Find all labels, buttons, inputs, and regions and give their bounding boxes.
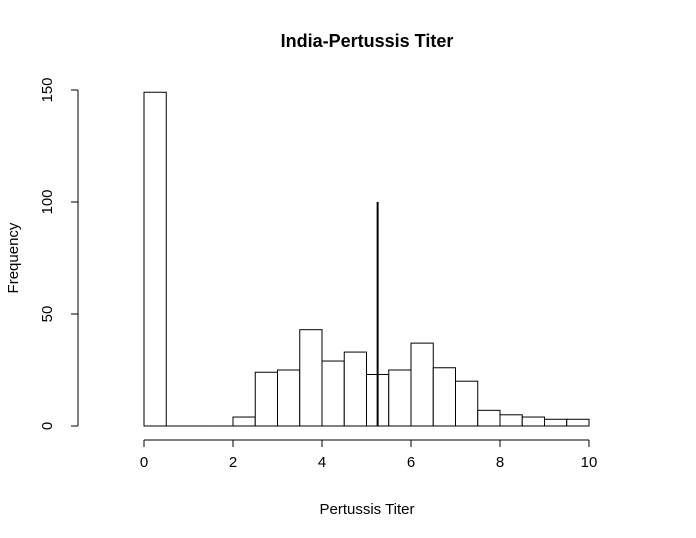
- x-tick-label-1: 2: [229, 454, 237, 471]
- x-axis-label: Pertussis Titer: [319, 501, 414, 518]
- x-tick-label-0: 0: [140, 454, 148, 471]
- histogram-bar-8: [321, 360, 345, 427]
- histogram-bar-17: [521, 416, 545, 427]
- x-tick-label-5: 10: [581, 454, 598, 471]
- histogram-bar-18: [544, 418, 568, 427]
- histogram-bar-4: [232, 416, 256, 427]
- histogram-bar-11: [388, 369, 412, 427]
- y-tick-label-3: 150: [39, 77, 56, 102]
- histogram-bar-6: [277, 369, 301, 427]
- y-axis: 0 50 100 150: [39, 77, 79, 430]
- histogram-bar-9: [343, 351, 367, 427]
- histogram-bar-15: [477, 409, 501, 427]
- histogram-bar-13: [432, 367, 456, 427]
- histogram-bar-19: [566, 418, 590, 427]
- y-tick-label-1: 50: [39, 306, 56, 323]
- x-axis: 0 2 4 6 8 10: [140, 439, 598, 471]
- histogram-bar-7: [299, 329, 323, 427]
- histogram-bar-5: [254, 371, 278, 427]
- x-tick-label-2: 4: [318, 454, 326, 471]
- histogram-bar-14: [455, 380, 479, 427]
- x-tick-label-4: 8: [496, 454, 504, 471]
- y-axis-label: Frequency: [5, 222, 22, 293]
- chart-title: India-Pertussis Titer: [281, 31, 454, 51]
- histogram-bar-16: [499, 414, 523, 427]
- y-tick-label-0: 0: [39, 422, 56, 430]
- histogram-bar-0: [143, 91, 167, 427]
- histogram-bar-12: [410, 342, 434, 427]
- x-tick-label-3: 6: [407, 454, 415, 471]
- bars-group: [143, 91, 590, 427]
- y-tick-label-2: 100: [39, 189, 56, 214]
